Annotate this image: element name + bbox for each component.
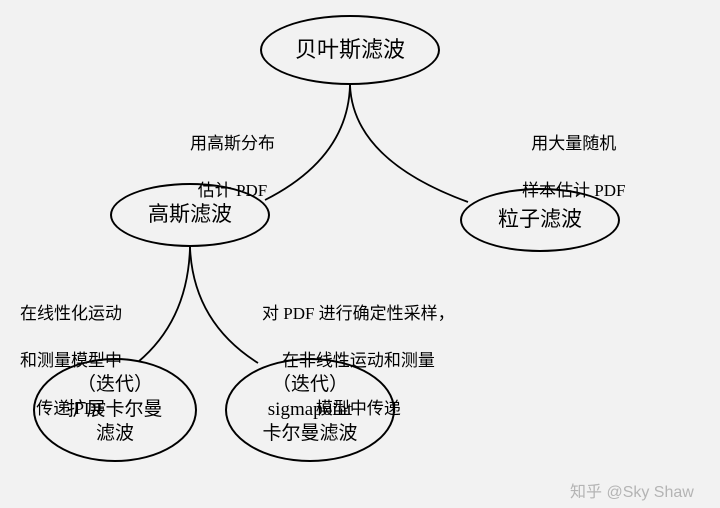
node-line: 卡尔曼滤波: [262, 422, 357, 447]
label-line: 估计 PDF: [198, 181, 267, 200]
label-line: 用高斯分布: [190, 134, 275, 153]
watermark: 知乎 @Sky Shaw: [570, 478, 694, 502]
node-label: 贝叶斯滤波: [295, 36, 405, 65]
watermark-text: 知乎 @Sky Shaw: [570, 484, 694, 501]
label-line: 用大量随机: [531, 134, 616, 153]
edge-label-gaussian: 用高斯分布 估计 PDF: [190, 108, 275, 203]
node-line: 滤波: [96, 422, 134, 447]
label-line: 在线性化运动: [20, 304, 122, 323]
edge-gaussian-ekf: [138, 247, 190, 362]
edge-gaussian-spkf: [190, 247, 258, 363]
label-line: 在非线性运动和测量: [282, 351, 435, 370]
edge-label-particle: 用大量随机 样本估计 PDF: [522, 108, 625, 203]
label-line: 样本估计 PDF: [522, 181, 625, 200]
edge-root-gaussian: [265, 85, 350, 200]
label-line: 传递 PDF: [36, 399, 105, 418]
label-line: 对 PDF 进行确定性采样，: [262, 304, 455, 323]
node-label: 高斯滤波: [148, 201, 232, 228]
node-root: 贝叶斯滤波: [260, 15, 440, 85]
edge-label-ekf: 在线性化运动 和测量模型中 传递 PDF: [20, 278, 122, 421]
label-line: 模型中传递: [316, 399, 401, 418]
node-label: 粒子滤波: [498, 206, 582, 233]
label-line: 和测量模型中: [20, 351, 122, 370]
edge-label-spkf: 对 PDF 进行确定性采样， 在非线性运动和测量 模型中传递: [262, 278, 455, 421]
edge-root-particle: [350, 85, 468, 202]
